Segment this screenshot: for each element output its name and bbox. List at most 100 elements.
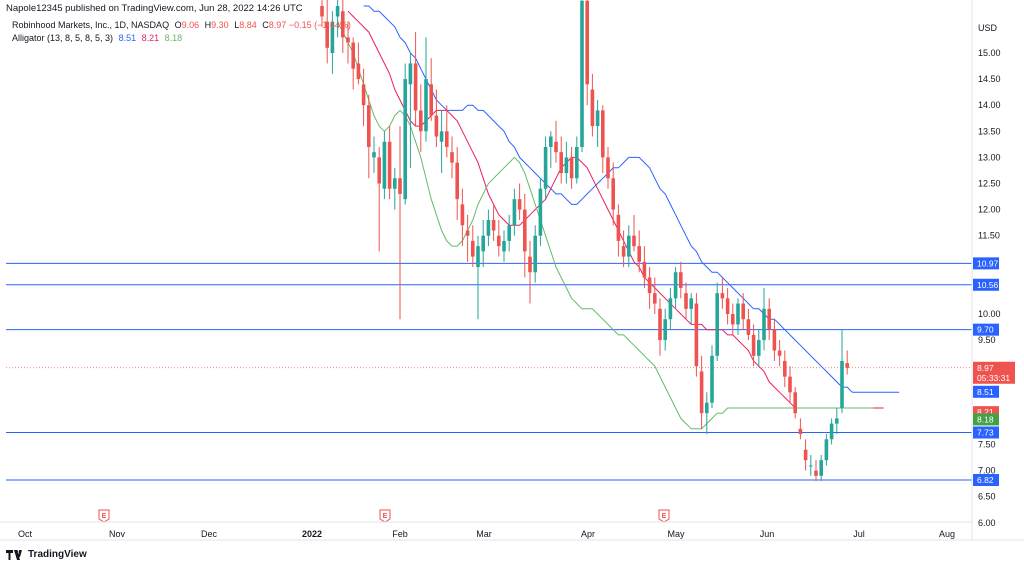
candle[interactable] (627, 225, 631, 268)
earnings-marker[interactable]: E (658, 509, 670, 523)
candle[interactable] (679, 261, 683, 299)
candle[interactable] (528, 240, 532, 304)
candle[interactable] (419, 84, 423, 153)
candle[interactable] (653, 277, 657, 314)
candle[interactable] (694, 293, 699, 377)
candle[interactable] (450, 136, 454, 179)
candle[interactable] (746, 308, 751, 341)
candle[interactable] (356, 42, 361, 85)
candle[interactable] (486, 209, 491, 247)
candle[interactable] (611, 162, 615, 226)
candle[interactable] (757, 329, 761, 367)
candle[interactable] (481, 220, 485, 268)
candle[interactable] (647, 267, 652, 309)
candle[interactable] (705, 392, 709, 435)
candle[interactable] (803, 439, 808, 471)
candle[interactable] (731, 303, 735, 335)
candle[interactable] (720, 277, 725, 309)
candle[interactable] (840, 329, 844, 414)
candle[interactable] (793, 387, 797, 419)
candle[interactable] (814, 460, 818, 482)
candle[interactable] (429, 58, 433, 121)
earnings-marker[interactable]: E (98, 509, 110, 523)
candle[interactable] (533, 225, 537, 283)
candle[interactable] (575, 136, 579, 184)
candle[interactable] (725, 287, 730, 325)
candle[interactable] (569, 146, 574, 189)
candle[interactable] (751, 324, 756, 367)
candle[interactable] (767, 298, 771, 341)
candle[interactable] (403, 63, 407, 205)
candle[interactable] (460, 188, 465, 247)
candle[interactable] (559, 136, 563, 184)
candle[interactable] (372, 136, 376, 174)
candle[interactable] (642, 246, 647, 288)
candle[interactable] (465, 214, 470, 262)
candle[interactable] (772, 319, 777, 361)
candle[interactable] (715, 282, 719, 361)
candle[interactable] (845, 350, 849, 375)
candle[interactable] (346, 21, 350, 64)
candle[interactable] (736, 298, 740, 335)
candle[interactable] (408, 53, 413, 168)
candle[interactable] (663, 308, 667, 351)
candle[interactable] (621, 230, 626, 268)
candle[interactable] (335, 0, 340, 38)
candle[interactable] (543, 136, 548, 200)
candle[interactable] (606, 146, 610, 189)
candle[interactable] (523, 193, 527, 278)
candle[interactable] (783, 350, 787, 388)
candle[interactable] (382, 131, 387, 200)
candle[interactable] (491, 204, 496, 241)
candle[interactable] (835, 407, 839, 435)
candle[interactable] (658, 298, 662, 356)
candle[interactable] (512, 188, 517, 236)
candle[interactable] (824, 434, 829, 466)
candle[interactable] (554, 120, 558, 163)
candle[interactable] (668, 287, 673, 330)
candle[interactable] (632, 214, 636, 252)
candle[interactable] (809, 454, 813, 476)
candle[interactable] (637, 230, 641, 273)
candle[interactable] (387, 126, 392, 200)
candle[interactable] (564, 141, 569, 184)
candle[interactable] (741, 293, 745, 330)
candle[interactable] (507, 214, 511, 252)
candle[interactable] (673, 267, 678, 309)
candle[interactable] (762, 287, 766, 351)
candle[interactable] (616, 204, 621, 257)
candle[interactable] (580, 0, 584, 153)
candle[interactable] (341, 0, 345, 53)
candlesticks[interactable] (320, 0, 849, 482)
candle[interactable] (819, 454, 823, 482)
candle[interactable] (590, 73, 595, 137)
candle[interactable] (393, 167, 397, 210)
candle[interactable] (434, 89, 439, 147)
candle[interactable] (699, 355, 704, 429)
tradingview-logo[interactable]: TradingView (6, 549, 87, 560)
candle[interactable] (471, 225, 475, 268)
candle[interactable] (689, 293, 693, 325)
candle[interactable] (424, 37, 428, 142)
candle[interactable] (377, 146, 381, 252)
candle[interactable] (351, 37, 355, 90)
candle[interactable] (413, 32, 418, 127)
candle[interactable] (439, 110, 444, 174)
candle[interactable] (601, 105, 605, 174)
candle[interactable] (798, 418, 803, 440)
candle[interactable] (445, 105, 449, 158)
candle[interactable] (455, 146, 459, 221)
candle[interactable] (549, 131, 553, 168)
candle[interactable] (710, 345, 714, 408)
candle[interactable] (325, 0, 329, 64)
candle[interactable] (398, 126, 402, 320)
candle[interactable] (361, 68, 366, 127)
candle[interactable] (585, 0, 589, 106)
candle[interactable] (788, 366, 792, 403)
candle[interactable] (497, 220, 501, 257)
indicator-legend[interactable]: Alligator (13, 8, 5, 8, 5, 3) 8.51 8.21 … (12, 33, 182, 43)
candle[interactable] (367, 94, 371, 179)
candle[interactable] (476, 235, 480, 320)
